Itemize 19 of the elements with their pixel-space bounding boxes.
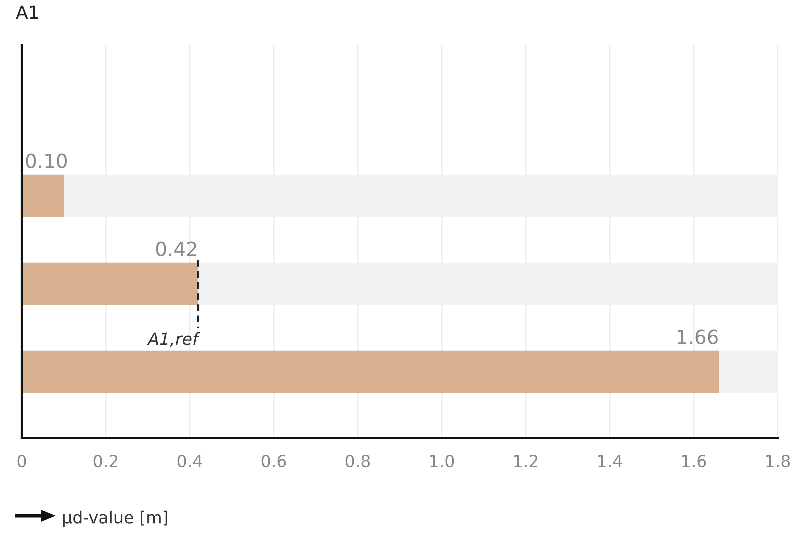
bar bbox=[22, 350, 720, 394]
x-tick-label: 1.4 bbox=[598, 455, 622, 468]
x-tick-label: 0.6 bbox=[262, 454, 286, 468]
data-label: 0.42 bbox=[156, 242, 196, 256]
x-tick-label: 0 bbox=[18, 454, 26, 468]
bar bbox=[22, 262, 198, 306]
x-tick-label: 0.2 bbox=[94, 454, 118, 468]
bar bbox=[22, 174, 64, 218]
x-axis-title: µd-value [m] bbox=[63, 510, 168, 528]
ref-line-label: A1,ref bbox=[147, 332, 200, 347]
chart-title: A1 bbox=[16, 6, 38, 19]
x-tick-label: 0.4 bbox=[178, 454, 202, 468]
data-label: 1.66 bbox=[678, 330, 718, 344]
x-tick-label: 1.2 bbox=[514, 454, 538, 468]
x-tick-label: 1.0 bbox=[430, 454, 454, 468]
x-tick-label: 1.6 bbox=[682, 454, 706, 468]
data-label: 0.10 bbox=[26, 154, 68, 168]
x-tick-label: 1.8 bbox=[766, 454, 790, 468]
x-tick-label: 0.8 bbox=[346, 454, 370, 468]
